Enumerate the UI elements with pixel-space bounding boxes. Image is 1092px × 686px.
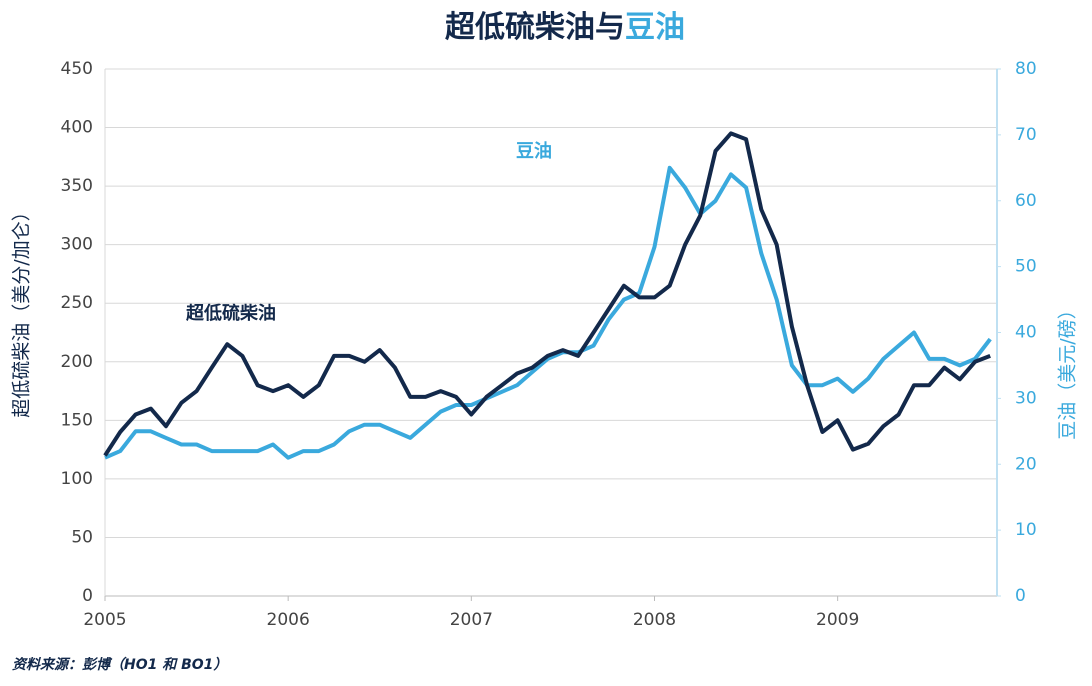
y-axis-label: 超低硫柴油（美分/加仑）: [11, 202, 33, 417]
y2-tick-label: 20: [1015, 454, 1037, 474]
y-tick-label: 50: [71, 527, 93, 547]
x-tick-label: 2009: [816, 610, 859, 630]
annotation: 超低硫柴油: [186, 302, 276, 324]
y2-tick-label: 30: [1015, 388, 1037, 408]
chart-title: 超低硫柴油与豆油: [445, 10, 685, 45]
y-tick-label: 400: [61, 118, 93, 138]
y2-tick-label: 0: [1015, 586, 1026, 606]
y2-tick-label: 70: [1015, 125, 1037, 145]
y2-tick-label: 60: [1015, 191, 1037, 211]
y-tick-label: 100: [61, 469, 93, 489]
title-part: 豆油: [625, 10, 685, 45]
y-tick-label: 300: [61, 235, 93, 255]
title-part: 超低硫柴油与: [445, 10, 625, 45]
y-tick-label: 200: [61, 352, 93, 372]
annotation: 豆油: [516, 140, 552, 162]
y-tick-label: 250: [61, 293, 93, 313]
y2-tick-label: 50: [1015, 257, 1037, 277]
x-tick-label: 2008: [633, 610, 676, 630]
y-tick-label: 150: [61, 410, 93, 430]
y-tick-label: 350: [61, 176, 93, 196]
y2-axis-label: 豆油（美元/磅）: [1057, 300, 1079, 439]
y-tick-label: 0: [82, 586, 93, 606]
y2-tick-label: 40: [1015, 323, 1037, 343]
y2-tick-label: 10: [1015, 520, 1037, 540]
series-line: [104, 165, 992, 460]
x-tick-label: 2006: [267, 610, 310, 630]
y2-tick-label: 80: [1015, 59, 1037, 79]
source: 资料来源：彭博（HO1 和 BO1）: [12, 656, 227, 673]
series-line: [103, 131, 991, 457]
x-tick-label: 2007: [450, 610, 493, 630]
x-tick-label: 2005: [83, 610, 126, 630]
y-tick-label: 450: [61, 59, 93, 79]
